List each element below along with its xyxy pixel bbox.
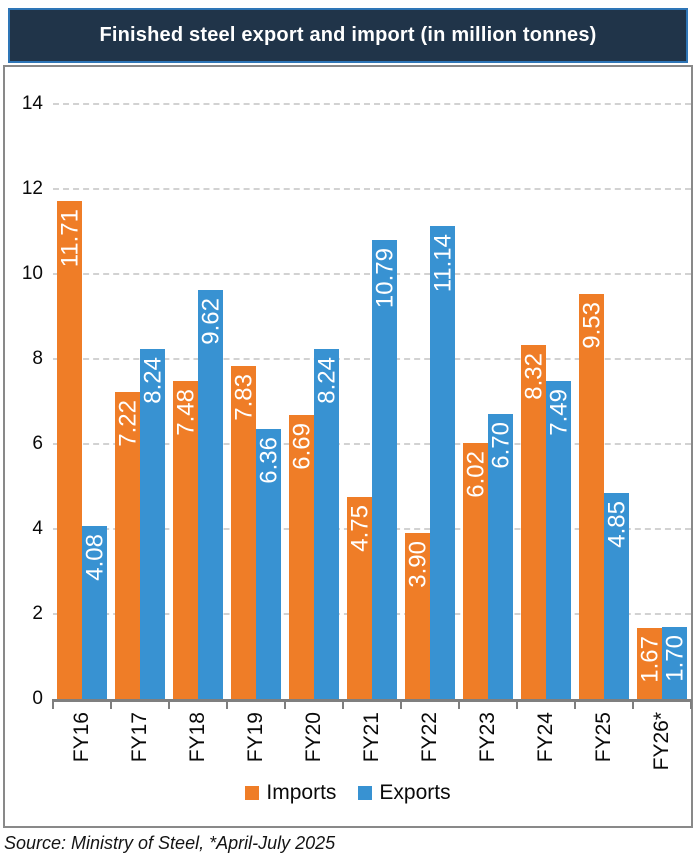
bar-value-label-imports-fy19: 7.83 — [230, 374, 257, 421]
bar-exports-fy23: 6.70 — [487, 414, 514, 699]
bar-value-label-imports-fy22: 3.90 — [404, 541, 431, 588]
bar-value-label-imports-fy20: 6.69 — [288, 423, 315, 470]
y-tick-label-10: 10 — [21, 263, 43, 284]
bar-value-label-imports-fy25: 9.53 — [578, 302, 605, 349]
bar-imports-fy25: 9.53 — [578, 294, 605, 699]
legend: Imports Exports — [5, 781, 691, 805]
legend-label-exports: Exports — [379, 781, 451, 804]
x-axis-tick — [168, 699, 170, 709]
x-axis-label-fy21: FY21 — [360, 712, 383, 763]
x-axis-label-fy22: FY22 — [418, 712, 441, 763]
x-axis-label-fy20: FY20 — [302, 712, 325, 763]
bar-exports-fy20: 8.24 — [313, 349, 340, 699]
bar-exports-fy17: 8.24 — [139, 349, 166, 699]
bar-imports-fy16: 11.71 — [56, 201, 83, 699]
bar-value-label-exports-fy18: 9.62 — [197, 298, 224, 345]
chart-box: 0 2 4 6 8 10 12 14 11.71 4.08 FY16 7.22 8.24 FY17 7.48… — [3, 65, 693, 828]
bar-imports-fy19: 7.83 — [230, 366, 257, 699]
x-axis-label-fy17: FY17 — [128, 712, 151, 763]
bar-imports-fy23: 6.02 — [462, 443, 489, 699]
x-axis-tick — [284, 699, 286, 709]
bar-value-label-exports-fy17: 8.24 — [139, 357, 166, 404]
bar-value-label-exports-fy21: 10.79 — [371, 248, 398, 309]
bar-value-label-exports-fy26: 1.70 — [661, 635, 688, 682]
bar-imports-fy26: 1.67 — [636, 628, 663, 699]
bar-imports-fy22: 3.90 — [404, 533, 431, 699]
bar-exports-fy25: 4.85 — [603, 493, 630, 699]
bar-value-label-exports-fy25: 4.85 — [603, 501, 630, 548]
bar-imports-fy24: 8.32 — [520, 345, 547, 699]
x-axis-label-fy16: FY16 — [70, 712, 93, 763]
x-axis-tick — [574, 699, 576, 709]
bar-exports-fy18: 9.62 — [197, 290, 224, 699]
y-tick-label-6: 6 — [32, 433, 43, 454]
x-axis-label-fy19: FY19 — [244, 712, 267, 763]
x-axis-tick — [458, 699, 460, 709]
bar-exports-fy19: 6.36 — [255, 429, 282, 699]
legend-label-imports: Imports — [266, 781, 337, 804]
bar-exports-fy24: 7.49 — [545, 381, 572, 699]
y-tick-label-2: 2 — [32, 603, 43, 624]
y-tick-label-4: 4 — [32, 518, 43, 539]
bar-imports-fy18: 7.48 — [172, 381, 199, 699]
bar-value-label-exports-fy16: 4.08 — [81, 534, 108, 581]
bar-exports-fy16: 4.08 — [81, 526, 108, 699]
legend-swatch-imports — [245, 786, 260, 800]
x-axis-label-fy24: FY24 — [534, 712, 557, 763]
bar-value-label-imports-fy23: 6.02 — [462, 451, 489, 498]
bar-exports-fy21: 10.79 — [371, 240, 398, 699]
x-axis-label-fy26: FY26* — [650, 712, 673, 771]
y-tick-label-12: 12 — [21, 178, 43, 199]
bar-value-label-imports-fy21: 4.75 — [346, 505, 373, 552]
x-axis-tick — [52, 699, 54, 709]
source-note: Source: Ministry of Steel, *April-July 2… — [4, 833, 336, 853]
y-tick-label-8: 8 — [32, 348, 43, 369]
x-axis-tick — [110, 699, 112, 709]
x-axis-tick — [226, 699, 228, 709]
x-axis-tick — [690, 699, 692, 709]
x-axis-tick — [632, 699, 634, 709]
bar-value-label-exports-fy24: 7.49 — [545, 389, 572, 436]
bar-value-label-exports-fy19: 6.36 — [255, 437, 282, 484]
bar-value-label-imports-fy18: 7.48 — [172, 389, 199, 436]
bar-value-label-imports-fy24: 8.32 — [520, 353, 547, 400]
bar-imports-fy20: 6.69 — [288, 415, 315, 699]
x-axis-label-fy23: FY23 — [476, 712, 499, 763]
x-axis-tick — [516, 699, 518, 709]
legend-swatch-exports — [358, 786, 373, 800]
bar-value-label-imports-fy26: 1.67 — [636, 636, 663, 683]
gridline-14 — [53, 103, 691, 105]
x-axis-label-fy25: FY25 — [592, 712, 615, 763]
bar-value-label-exports-fy22: 11.14 — [429, 234, 456, 293]
chart-title: Finished steel export and import (in mil… — [99, 24, 597, 46]
legend-item-imports: Imports — [245, 781, 336, 805]
bar-exports-fy26: 1.70 — [661, 627, 688, 699]
bar-value-label-exports-fy23: 6.70 — [487, 422, 514, 469]
x-axis-line — [53, 699, 691, 702]
bar-value-label-imports-fy16: 11.71 — [56, 209, 83, 268]
y-tick-label-14: 14 — [21, 93, 43, 114]
bar-exports-fy22: 11.14 — [429, 226, 456, 699]
bar-imports-fy17: 7.22 — [114, 392, 141, 699]
bar-value-label-exports-fy20: 8.24 — [313, 357, 340, 404]
y-tick-label-0: 0 — [32, 688, 43, 709]
chart-title-bar: Finished steel export and import (in mil… — [8, 8, 688, 63]
bar-imports-fy21: 4.75 — [346, 497, 373, 699]
legend-item-exports: Exports — [358, 781, 451, 805]
x-axis-tick — [342, 699, 344, 709]
x-axis-label-fy18: FY18 — [186, 712, 209, 763]
gridline-12 — [53, 188, 691, 190]
x-axis-tick — [400, 699, 402, 709]
bar-value-label-imports-fy17: 7.22 — [114, 400, 141, 447]
